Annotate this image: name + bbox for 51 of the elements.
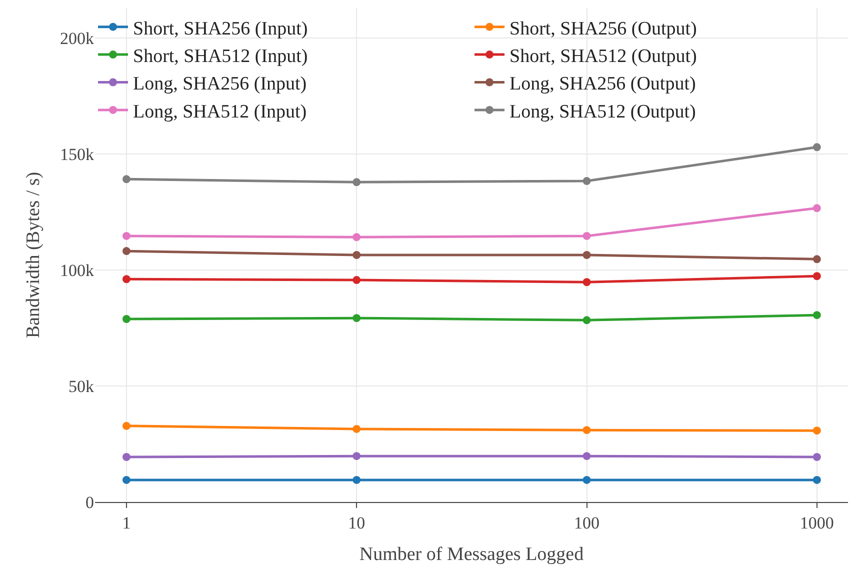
- x-tick-label: 1: [122, 513, 131, 532]
- point: [122, 315, 130, 324]
- x-axis-title: Number of Messages Logged: [359, 544, 584, 566]
- point: [352, 276, 361, 284]
- point: [122, 175, 130, 184]
- legend-label: Long, SHA256 (Output): [510, 74, 696, 95]
- y-tick-label: 50k: [68, 376, 94, 396]
- point: [582, 251, 591, 259]
- point: [352, 251, 361, 259]
- point: [352, 424, 361, 433]
- x-tick-label: 100: [574, 513, 600, 532]
- point: [122, 422, 130, 430]
- point: [582, 476, 591, 484]
- legend-label: Long, SHA512 (Input): [133, 101, 307, 122]
- point: [812, 255, 821, 264]
- legend-label: Short, SHA512 (Input): [133, 46, 308, 67]
- y-axis-title: Bandwidth (Bytes / s): [22, 172, 44, 338]
- point: [812, 476, 821, 484]
- point: [582, 452, 591, 460]
- point: [582, 232, 591, 240]
- x-tick-label: 10: [348, 513, 366, 532]
- point: [352, 452, 361, 460]
- point: [812, 204, 821, 212]
- point: [812, 426, 821, 435]
- x-tick-label: 1000: [800, 513, 834, 532]
- point: [352, 178, 361, 186]
- point: [352, 233, 361, 242]
- point: [122, 275, 130, 284]
- point: [582, 426, 591, 434]
- point: [582, 177, 591, 186]
- point: [812, 272, 821, 280]
- legend-label: Short, SHA512 (Output): [510, 46, 697, 67]
- point: [812, 453, 821, 462]
- y-tick-label: 150k: [60, 145, 94, 164]
- legend-label: Short, SHA256 (Input): [133, 18, 308, 40]
- point: [582, 278, 591, 286]
- point: [122, 232, 130, 240]
- point: [582, 316, 591, 324]
- legend-label: Long, SHA512 (Output): [510, 101, 696, 122]
- point: [352, 476, 361, 484]
- legend-label: Long, SHA256 (Input): [133, 74, 307, 95]
- point: [812, 143, 821, 152]
- point: [122, 476, 130, 484]
- point: [352, 314, 361, 322]
- point: [122, 453, 130, 462]
- point: [122, 247, 130, 256]
- y-tick-label: 100k: [60, 261, 94, 280]
- legend-label: Short, SHA256 (Output): [510, 18, 697, 40]
- point: [812, 311, 821, 320]
- y-tick-label: 200k: [60, 29, 94, 48]
- y-tick-label: 0: [86, 492, 94, 512]
